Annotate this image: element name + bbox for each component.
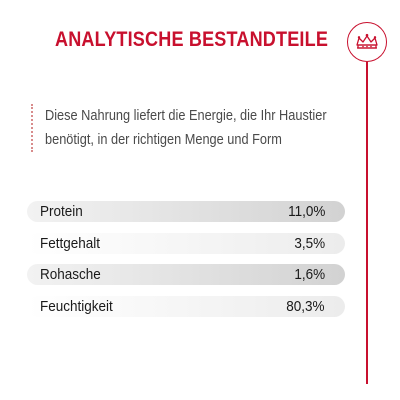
brand-logo bbox=[347, 22, 387, 62]
nutrient-value: 1,6% bbox=[294, 266, 325, 283]
nutrient-table: Protein 11,0% Fettgehalt 3,5% Rohasche 1… bbox=[27, 201, 345, 327]
decorative-vertical-line bbox=[366, 62, 368, 384]
nutrient-value: 80,3% bbox=[286, 297, 325, 315]
nutrient-label: Feuchtigkeit bbox=[40, 297, 113, 315]
nutrient-row-fettgehalt: Fettgehalt 3,5% bbox=[27, 232, 345, 254]
intro-line-2: benötigt, in der richtigen Menge und For… bbox=[45, 132, 282, 148]
intro-line-1: Diese Nahrung liefert die Energie, die I… bbox=[45, 108, 327, 124]
nutrient-label: Protein bbox=[40, 203, 83, 220]
nutrient-label: Rohasche bbox=[40, 266, 101, 283]
nutrient-row-rohasche: Rohasche 1,6% bbox=[27, 264, 345, 285]
crown-icon bbox=[356, 33, 378, 49]
page-title: ANALYTISCHE BESTANDTEILE bbox=[55, 28, 329, 51]
nutrient-label: Fettgehalt bbox=[40, 234, 101, 252]
nutrient-row-protein: Protein 11,0% bbox=[27, 201, 345, 222]
nutrient-value: 3,5% bbox=[294, 234, 325, 252]
nutrient-row-feuchtigkeit: Feuchtigkeit 80,3% bbox=[27, 295, 345, 317]
intro-text: Diese Nahrung liefert die Energie, die I… bbox=[31, 104, 365, 152]
nutrient-value: 11,0% bbox=[287, 203, 325, 220]
